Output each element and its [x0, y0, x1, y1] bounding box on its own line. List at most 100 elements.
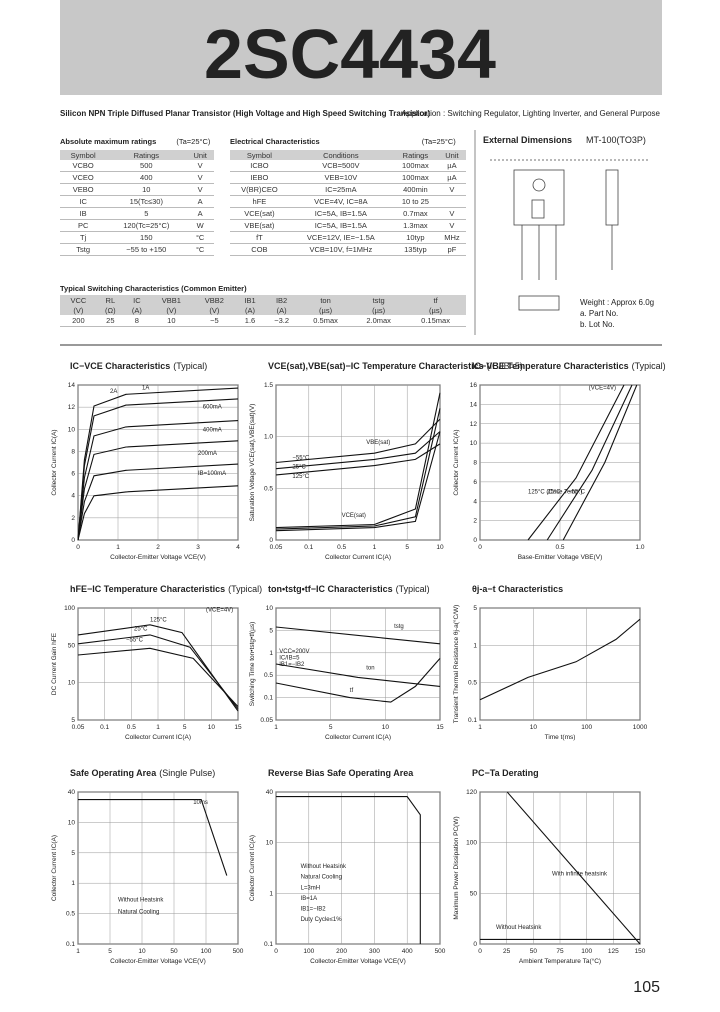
column-unit: (A): [123, 305, 150, 315]
curve: [275, 408, 441, 530]
cell: 200: [60, 315, 97, 327]
row: VEBO 10 V: [60, 183, 214, 196]
column-unit: (µs): [352, 305, 406, 315]
qualifier: (Single Pulse): [159, 768, 215, 778]
cell: V: [186, 171, 214, 184]
y-tick-label: 0: [71, 537, 75, 544]
y-tick-label: 14: [68, 382, 76, 389]
curve-label: VBE(sat): [366, 440, 390, 446]
curve-label: With infinite heatsink: [552, 872, 608, 878]
cell: 0.15max: [405, 315, 466, 327]
x-tick-label: 0.5: [127, 724, 136, 731]
x-axis-label: Collector-Emitter Voltage VCE(V): [310, 958, 406, 965]
qualifier: (Typical): [396, 584, 430, 594]
y-tick-label: 1: [269, 890, 273, 897]
plot-area: [77, 791, 239, 945]
cell: pF: [437, 243, 466, 256]
chart-panel: θj-a−t Characteristics 1 10 100 1000 0.1 0.5 1 5…: [452, 584, 648, 741]
x-tick-label: 150: [635, 948, 646, 955]
row: VBE(sat) IC=5A, IB=1.5A 1.3max V: [230, 219, 466, 232]
y-tick-label: 8: [71, 448, 75, 455]
x-axis-label: Ambient Temperature Ta(°C): [519, 957, 601, 965]
cell: 1.3max: [392, 219, 438, 232]
cell: Tstg: [60, 243, 107, 256]
y-tick-label: 6: [473, 479, 477, 486]
curve: [77, 634, 239, 710]
x-tick-label: 0.1: [100, 724, 109, 731]
x-tick-label: 15: [436, 724, 444, 731]
cell: [437, 195, 466, 208]
cell: A: [186, 195, 214, 208]
cell: V: [437, 183, 466, 196]
title: IC−VCE Characteristics: [70, 361, 170, 371]
row: V(BR)CEO IC=25mA 400min V: [230, 183, 466, 196]
cell: IC=5A, IB=1.5A: [288, 207, 393, 220]
y-tick-label: 0.1: [264, 695, 273, 702]
cell: VCEO: [60, 171, 107, 184]
y-tick-label: 12: [470, 421, 478, 428]
curve-label: L=3mH: [301, 885, 321, 891]
curve-label: 200mA: [198, 451, 217, 457]
cell: IB: [60, 207, 107, 220]
cell: 10typ: [392, 231, 438, 244]
cell: VCB=10V, f=1MHz: [288, 243, 393, 256]
cell: W: [186, 219, 214, 232]
curve-label: IB1=−IB2: [279, 662, 305, 668]
cell: −5: [192, 315, 236, 327]
x-tick-label: 10: [530, 724, 538, 731]
x-tick-label: 5: [183, 724, 187, 731]
cell: VCBO: [60, 160, 107, 172]
curve: [77, 440, 239, 541]
chart-title: VCE(sat),VBE(sat)−IC Temperature Charact…: [268, 361, 523, 371]
cell: VCE=12V, IE=−1.5A: [288, 231, 393, 244]
chart-title: hFE−IC Temperature Characteristics (Typic…: [70, 584, 262, 594]
x-tick-label: 1: [274, 724, 278, 731]
x-axis-label: Base-Emitter Voltage VBE(V): [518, 554, 603, 561]
page-number: 105: [633, 979, 660, 996]
curve-label: VCE(sat): [342, 513, 366, 519]
x-tick-label: 0.05: [270, 544, 283, 551]
x-tick-label: 5: [108, 948, 112, 955]
title: VCE(sat),VBE(sat)−IC Temperature Charact…: [268, 361, 484, 371]
title: PC−Ta Derating: [472, 768, 539, 778]
x-tick-label: 100: [581, 724, 592, 731]
y-tick-label: 40: [68, 789, 76, 796]
dim-package: MT-100(TO3P): [586, 135, 646, 145]
y-tick-label: 10: [68, 680, 76, 687]
dim-note: b. Lot No.: [580, 320, 615, 329]
curve: [275, 418, 441, 464]
cell: ICBO: [230, 160, 289, 172]
header-band: [60, 0, 662, 95]
curve-label: 25°C: [292, 465, 306, 471]
y-tick-label: 0.1: [468, 717, 477, 724]
y-tick-label: 0.5: [264, 485, 273, 492]
x-tick-label: 0.05: [72, 724, 85, 731]
x-tick-label: 0.5: [337, 544, 346, 551]
x-tick-label: 1000: [633, 724, 648, 731]
header-row: VCC RL IC VBB1 VBB2 IB1 IB2 ton tstg tf: [60, 295, 466, 305]
cell: 8: [123, 315, 150, 327]
curve: [78, 799, 228, 876]
y-tick-label: 10: [68, 819, 76, 826]
cell: 150: [106, 231, 187, 244]
cell: hFE: [230, 195, 289, 208]
x-tick-label: 0.5: [555, 544, 564, 551]
curve-label: (VCE=4V): [589, 386, 616, 392]
description: Silicon NPN Triple Diffused Planar Trans…: [60, 109, 430, 118]
cell: °C: [186, 231, 214, 244]
column-header: tstg: [352, 295, 406, 305]
x-tick-label: 2: [156, 544, 160, 551]
y-tick-label: 10: [266, 605, 274, 612]
x-axis-label: Collector Current IC(A): [325, 734, 391, 741]
cell: 400: [106, 171, 187, 184]
y-axis-label: Transient Thermal Resistance θj-a(°C/W): [452, 605, 460, 724]
cell: IC=5A, IB=1.5A: [288, 219, 393, 232]
x-tick-label: 10: [138, 948, 146, 955]
curve-label: 125°C: [150, 617, 167, 623]
x-tick-label: 500: [233, 948, 244, 955]
cell: fT: [230, 231, 289, 244]
column-header: IC: [123, 295, 150, 305]
cell: 25: [96, 315, 124, 327]
column-unit: (A): [264, 305, 300, 315]
y-tick-label: 8: [473, 460, 477, 467]
